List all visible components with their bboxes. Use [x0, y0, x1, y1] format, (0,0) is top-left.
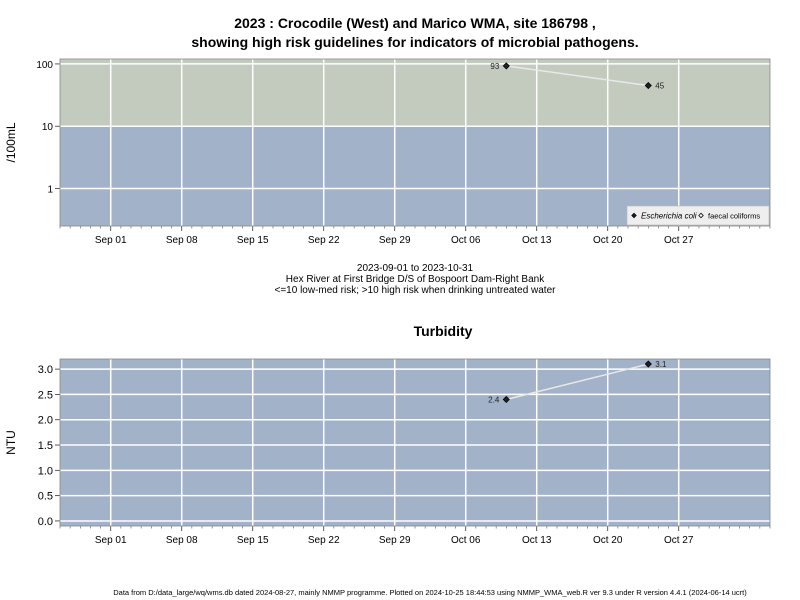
- legend-box: [626, 205, 770, 226]
- x-tick-label: Sep 22: [308, 235, 340, 246]
- y-tick-label: 1.0: [38, 465, 53, 477]
- legend-marker-faecal: [698, 212, 704, 219]
- series-line: [506, 65, 649, 87]
- y-tick-label: 0.5: [38, 491, 53, 503]
- data-point: [644, 81, 652, 90]
- series-line: [506, 363, 649, 401]
- x-tick-label: Oct 06: [451, 535, 481, 546]
- x-tick-label: Sep 08: [166, 235, 198, 246]
- y-tick-label: 3.0: [38, 364, 53, 376]
- y-tick-label: 2.0: [38, 415, 53, 427]
- legend-marker-ecoli: [631, 212, 637, 219]
- chart-title: 2023 : Crocodile (West) and Marico WMA, …: [0, 14, 800, 52]
- y-tick-label: 0.0: [38, 516, 53, 528]
- x-tick-label: Oct 20: [593, 235, 623, 246]
- legend-label-faecal: faecal coliforms: [708, 212, 760, 221]
- x-tick-label: Sep 01: [95, 235, 127, 246]
- footer-note: Data from D:/data_large/wq/wms.db dated …: [113, 588, 747, 597]
- x-tick-label: Sep 01: [95, 535, 127, 546]
- y-axis-label: /100mL: [4, 122, 18, 162]
- x-tick-label: Sep 22: [308, 535, 340, 546]
- y-tick-label: 10: [42, 122, 54, 133]
- data-label: 3.1: [655, 360, 667, 369]
- data-point: [502, 395, 510, 404]
- x-tick-label: Oct 06: [451, 235, 481, 246]
- x-tick-label: Oct 20: [593, 535, 623, 546]
- y-tick-label: 1.5: [38, 440, 53, 452]
- y-tick-label: 2.5: [38, 389, 53, 401]
- plot-background: [60, 359, 770, 526]
- x-tick-label: Sep 15: [237, 535, 269, 546]
- data-label: 93: [490, 62, 499, 71]
- y-tick-label: 1: [47, 185, 53, 196]
- x-tick-label: Sep 15: [237, 235, 269, 246]
- plot-frame: [59, 58, 771, 227]
- legend-label-ecoli: Escherichia coli: [641, 212, 697, 221]
- date-range: 2023-09-01 to 2023-10-31: [356, 263, 474, 274]
- x-tick-label: Oct 13: [522, 235, 552, 246]
- risk-band-high: [60, 59, 770, 127]
- y-axis-label: NTU: [4, 430, 18, 455]
- x-tick-label: Sep 29: [379, 235, 411, 246]
- data-point: [644, 360, 652, 368]
- x-tick-label: Oct 27: [664, 235, 694, 246]
- plot-frame: [59, 358, 771, 527]
- x-tick-label: Oct 13: [522, 535, 552, 546]
- x-tick-label: Sep 29: [379, 535, 411, 546]
- risk-note: <=10 low-med risk; >10 high risk when dr…: [274, 285, 556, 296]
- site-info: 2023-09-01 to 2023-10-31 Hex River at Fi…: [0, 263, 800, 296]
- turbidity-title: Turbidity: [413, 323, 473, 339]
- site-name: Hex River at First Bridge D/S of Bospoor…: [285, 274, 545, 285]
- data-point: [502, 62, 510, 70]
- data-label: 2.4: [488, 395, 500, 404]
- chart-title-line1: 2023 : Crocodile (West) and Marico WMA, …: [234, 15, 596, 31]
- chart-title-line2: showing high risk guidelines for indicat…: [191, 34, 639, 50]
- x-tick-label: Oct 27: [664, 535, 694, 546]
- y-tick-label: 100: [36, 60, 53, 71]
- data-label: 45: [655, 82, 664, 91]
- x-tick-label: Sep 08: [166, 535, 198, 546]
